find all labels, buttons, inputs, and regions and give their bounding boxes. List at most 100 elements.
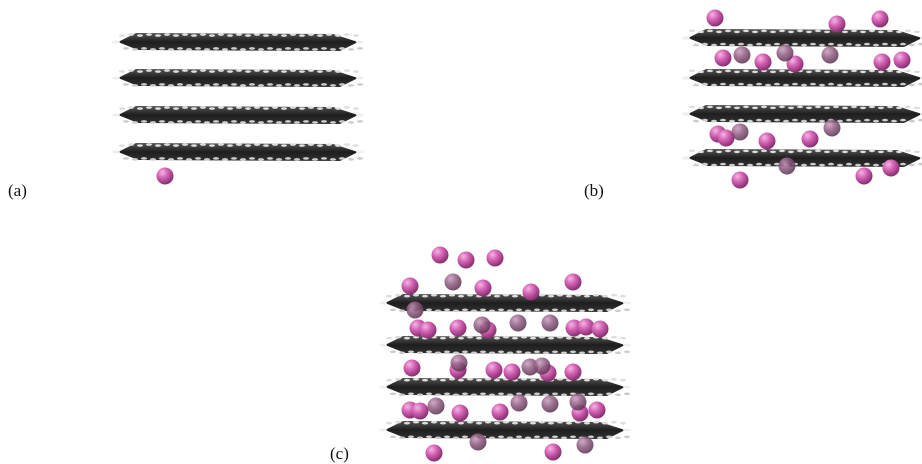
hydrogen (716, 107, 722, 110)
hydrogen (806, 151, 812, 154)
hydrogen (294, 48, 300, 51)
hydrogen (734, 107, 740, 110)
hydrogen (285, 157, 291, 160)
hydrogen (164, 69, 170, 72)
hydrogen (480, 308, 486, 311)
hydrogen (914, 107, 920, 110)
hydrogen (317, 144, 323, 147)
hydrogen (824, 31, 830, 34)
hydrogen (720, 163, 726, 166)
hydrogen (132, 48, 138, 51)
hydrogen (440, 379, 446, 382)
hydrogen (738, 163, 744, 166)
hydrogen (123, 120, 129, 123)
hydrogen (896, 151, 902, 154)
hydrogen (276, 84, 282, 87)
hydrogen (584, 422, 590, 425)
hydrogen (290, 106, 296, 109)
hydrogen (312, 84, 318, 87)
hydrogen (249, 120, 255, 123)
hydrogen (855, 84, 861, 87)
hydrogen (348, 121, 354, 124)
hydrogen (797, 106, 803, 109)
ion (470, 434, 487, 451)
hydrogen (200, 143, 206, 146)
ion (872, 11, 889, 28)
hydrogen (267, 47, 273, 50)
hydrogen (386, 337, 392, 340)
hydrogen (615, 436, 621, 439)
hydrogen (806, 107, 812, 110)
hydrogen (498, 435, 504, 438)
hydrogen (290, 69, 296, 72)
hydrogen (682, 113, 690, 116)
panel-label: (b) (584, 181, 604, 200)
hydrogen (743, 106, 749, 109)
hydrogen (543, 393, 549, 396)
ion (707, 10, 724, 27)
hydrogen (132, 158, 138, 161)
hydrogen (846, 163, 852, 166)
hydrogen (819, 164, 825, 167)
hydrogen (150, 84, 156, 87)
hydrogen (357, 157, 363, 160)
hydrogen (458, 337, 464, 340)
hydrogen (249, 83, 255, 86)
hydrogen (878, 71, 884, 74)
hydrogen (435, 436, 441, 439)
hydrogen (797, 150, 803, 153)
hydrogen (593, 421, 599, 424)
hydrogen (815, 70, 821, 73)
hydrogen (386, 295, 392, 298)
ion (475, 280, 492, 297)
hydrogen (516, 350, 522, 353)
panel-label: (c) (330, 444, 349, 463)
hydrogen (494, 422, 500, 425)
hydrogen (431, 421, 437, 424)
hydrogen (869, 30, 875, 33)
hydrogen (276, 158, 282, 161)
hydrogen (828, 83, 834, 86)
hydrogen (150, 121, 156, 124)
hydrogen (164, 106, 170, 109)
hydrogen (611, 294, 617, 297)
hydrogen (860, 31, 866, 34)
hydrogen (462, 435, 468, 438)
hydrogen (119, 70, 125, 73)
hydrogen (534, 308, 540, 311)
hydrogen (339, 157, 345, 160)
hydrogen (141, 157, 147, 160)
hydrogen (909, 120, 915, 123)
hydrogen (417, 436, 423, 439)
hydrogen (707, 150, 713, 153)
hydrogen (606, 435, 612, 438)
hydrogen (335, 144, 341, 147)
hydrogen (570, 308, 576, 311)
hydrogen (552, 392, 558, 395)
hydrogen (168, 84, 174, 87)
hydrogen (204, 84, 210, 87)
hydrogen (422, 422, 428, 425)
hydrogen (330, 121, 336, 124)
hydrogen (173, 144, 179, 147)
ion (458, 252, 475, 269)
hydrogen (128, 69, 134, 72)
hydrogen (209, 34, 215, 37)
hydrogen (530, 379, 536, 382)
hydrogen (186, 84, 192, 87)
hydrogen (720, 83, 726, 86)
ion (732, 172, 749, 189)
ion (732, 124, 749, 141)
hydrogen (734, 71, 740, 74)
hydrogen (525, 309, 531, 312)
hydrogen (770, 107, 776, 110)
hydrogen (909, 44, 915, 47)
hydrogen (272, 69, 278, 72)
hydrogen (123, 83, 129, 86)
hydrogen (476, 422, 482, 425)
hydrogen (404, 295, 410, 298)
hydrogen (561, 436, 567, 439)
hydrogen (399, 309, 405, 312)
hydrogen (842, 71, 848, 74)
hydrogen (620, 379, 626, 382)
